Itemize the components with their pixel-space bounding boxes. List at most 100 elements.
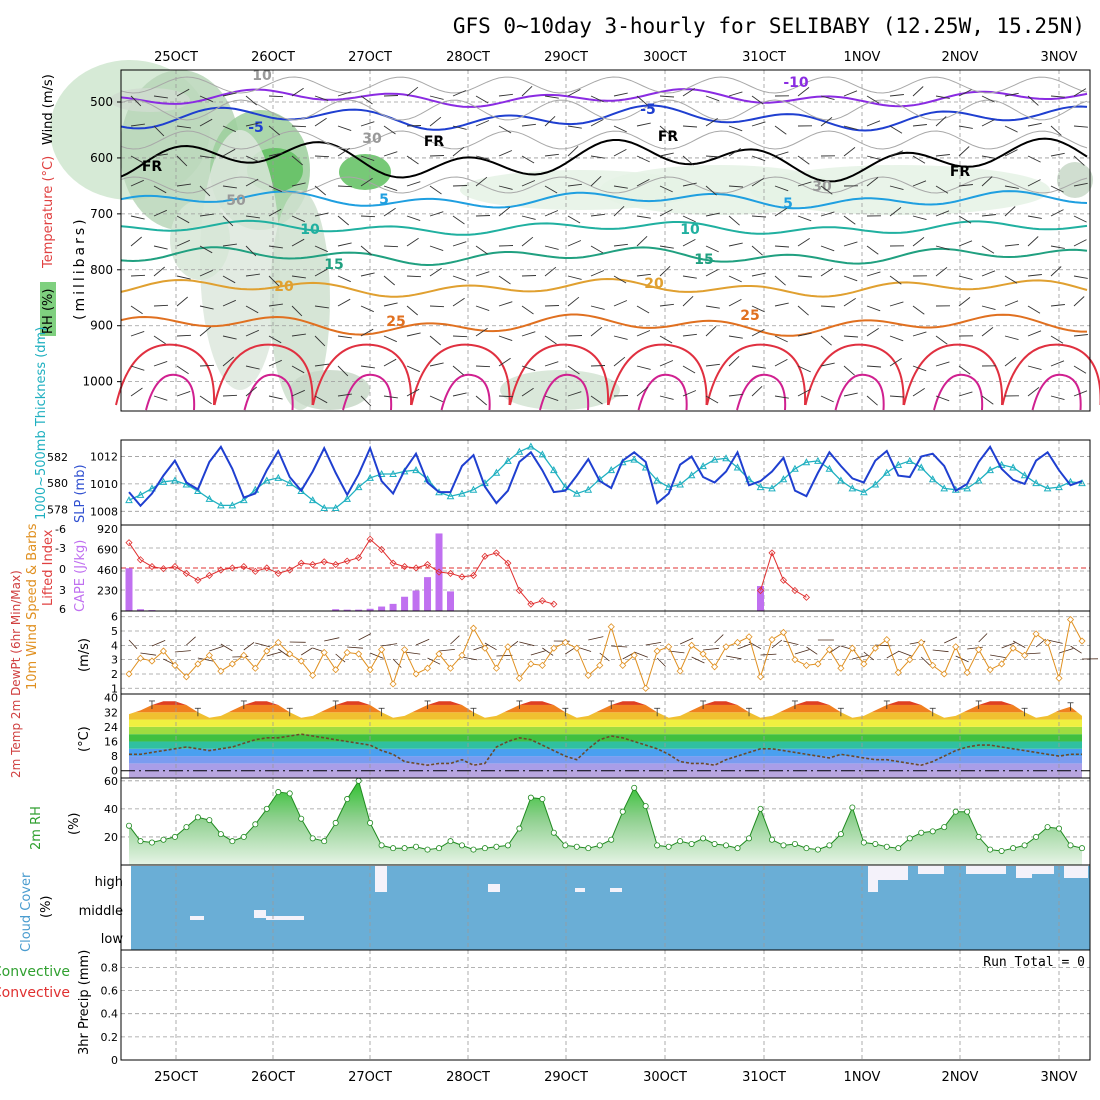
contour-label: 50 (226, 193, 246, 209)
precip-frame (120, 949, 1091, 1061)
thickness-marker (1043, 484, 1052, 492)
thickness-marker (504, 456, 512, 464)
rh-blob (290, 370, 370, 410)
barb (843, 147, 856, 157)
barb (153, 266, 165, 277)
barb (866, 177, 879, 187)
barb (176, 365, 189, 375)
wind-marker (940, 670, 948, 678)
barb (314, 117, 327, 127)
barb (682, 88, 695, 97)
barb (1004, 185, 1019, 189)
barb (1027, 274, 1042, 277)
li-marker (194, 576, 202, 584)
thickness-marker (331, 503, 340, 511)
contour-label: 20 (644, 276, 664, 292)
wind-barb (599, 652, 610, 662)
warm-arc (509, 343, 610, 406)
rh-marker (367, 819, 374, 826)
barb (544, 185, 558, 194)
barb (751, 305, 765, 313)
thickness-marker (699, 462, 707, 470)
barb (360, 395, 372, 407)
barb (613, 243, 628, 247)
wind-barb (415, 638, 430, 646)
barb (659, 185, 673, 193)
rh-marker (998, 847, 1005, 854)
barb (337, 91, 352, 97)
rh-marker (895, 845, 902, 852)
wind-marker (125, 670, 133, 678)
barb (728, 215, 740, 226)
wind-marker (217, 667, 225, 675)
barb (130, 236, 142, 247)
barb (1027, 179, 1041, 187)
thickness-marker (894, 460, 903, 468)
thickness-marker (1009, 463, 1017, 471)
hot-arc (342, 373, 393, 411)
barb (958, 240, 973, 247)
barb (1073, 182, 1088, 187)
wind-barb (369, 652, 384, 659)
barb (636, 273, 651, 277)
barb (1004, 335, 1019, 341)
barb (475, 365, 491, 368)
barb (1073, 88, 1087, 97)
cloud-gap (610, 888, 622, 892)
barb (199, 185, 211, 197)
wind-barb (140, 652, 157, 656)
cloud-gap (488, 884, 500, 892)
barb (843, 335, 859, 338)
upper-gridlines (121, 70, 1090, 411)
barb (682, 275, 697, 279)
cloud-gap (918, 866, 944, 874)
cloud-unit: (%) (39, 896, 54, 919)
barb (567, 275, 582, 280)
barb (590, 119, 604, 127)
barb (452, 241, 467, 247)
barb (705, 212, 720, 217)
wind-marker (1078, 637, 1086, 645)
barb (682, 333, 697, 337)
barb (176, 275, 191, 280)
thickness-marker (791, 464, 799, 472)
rh-marker (148, 839, 155, 846)
thickness-marker (630, 455, 639, 463)
barb (751, 95, 764, 105)
li-tick: 0 (59, 563, 66, 576)
contour-label: 20 (274, 279, 294, 295)
barb (1004, 125, 1018, 133)
precip-grid (121, 950, 1090, 1060)
wind-barb (634, 651, 648, 658)
li-marker (286, 566, 294, 574)
barb (475, 155, 490, 160)
barb (636, 95, 648, 106)
wind-marker (240, 651, 248, 659)
barb (613, 395, 629, 397)
barb (199, 326, 211, 337)
barb (521, 85, 533, 97)
barb (866, 365, 882, 368)
li-marker (768, 549, 776, 557)
cape-bar (136, 609, 144, 611)
wind-barb (220, 643, 233, 652)
barb (130, 387, 143, 397)
wind-marker (573, 644, 581, 652)
barb (797, 332, 812, 337)
thickness-marker (607, 466, 616, 474)
barb (153, 304, 169, 307)
barb (659, 395, 674, 400)
wind-marker (733, 638, 742, 647)
temp-tick: 8 (111, 750, 118, 763)
barb (498, 395, 514, 398)
wind-barb (484, 642, 497, 651)
upper-side-labels: Wind (m/s) Temperature (°C) RH (%) (mill… (40, 74, 88, 336)
wind-marker (297, 657, 305, 665)
wind-marker (504, 643, 512, 651)
barb (337, 365, 349, 377)
rh-marker (1010, 845, 1017, 852)
rh-markers (126, 777, 1086, 854)
wind-barb (151, 640, 166, 647)
